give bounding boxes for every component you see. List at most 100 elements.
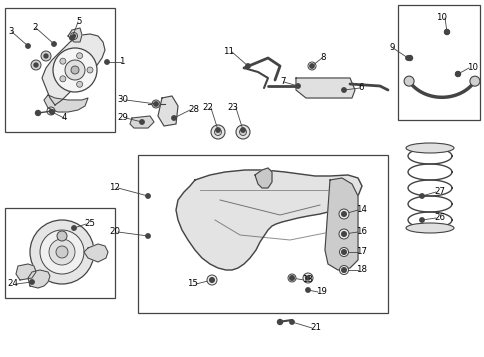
- Circle shape: [295, 84, 300, 88]
- Polygon shape: [158, 96, 178, 126]
- Circle shape: [60, 58, 66, 64]
- Circle shape: [407, 55, 412, 60]
- Text: 4: 4: [62, 114, 67, 122]
- Bar: [5, 8, 115, 132]
- Circle shape: [454, 71, 459, 76]
- Text: 10: 10: [435, 14, 446, 22]
- Text: 5: 5: [76, 17, 81, 26]
- Circle shape: [76, 53, 82, 59]
- Circle shape: [35, 111, 41, 116]
- Polygon shape: [16, 264, 36, 280]
- Circle shape: [302, 273, 312, 283]
- Text: 20: 20: [109, 227, 120, 236]
- Circle shape: [139, 120, 144, 124]
- Circle shape: [455, 72, 459, 76]
- Circle shape: [72, 226, 76, 230]
- Circle shape: [289, 320, 294, 324]
- Text: 6: 6: [357, 84, 363, 92]
- Circle shape: [211, 125, 225, 139]
- Circle shape: [287, 274, 295, 282]
- Circle shape: [53, 48, 97, 92]
- Circle shape: [49, 239, 75, 265]
- Circle shape: [338, 229, 348, 239]
- Text: 10: 10: [466, 64, 477, 72]
- Circle shape: [56, 246, 68, 258]
- Circle shape: [215, 128, 220, 132]
- Circle shape: [339, 266, 348, 275]
- Circle shape: [240, 128, 245, 132]
- Circle shape: [341, 212, 346, 216]
- Circle shape: [341, 268, 345, 272]
- Text: 7: 7: [280, 77, 286, 86]
- Ellipse shape: [405, 223, 453, 233]
- Circle shape: [341, 232, 346, 236]
- Bar: [397, 5, 479, 120]
- Circle shape: [236, 125, 249, 139]
- Text: 12: 12: [109, 183, 120, 192]
- Circle shape: [289, 276, 294, 280]
- Circle shape: [40, 230, 84, 274]
- Text: 16: 16: [355, 227, 366, 236]
- Text: 18: 18: [355, 266, 366, 275]
- Polygon shape: [255, 168, 272, 188]
- Text: 24: 24: [7, 280, 18, 288]
- Circle shape: [444, 30, 448, 34]
- Circle shape: [341, 250, 345, 254]
- Circle shape: [70, 36, 74, 40]
- Circle shape: [341, 250, 346, 254]
- Circle shape: [210, 278, 214, 282]
- Circle shape: [443, 30, 449, 35]
- Circle shape: [207, 275, 216, 285]
- Circle shape: [341, 88, 346, 92]
- Circle shape: [309, 64, 314, 68]
- Circle shape: [30, 220, 94, 284]
- Polygon shape: [176, 170, 361, 270]
- Circle shape: [44, 54, 48, 58]
- Circle shape: [341, 268, 346, 272]
- Text: 19: 19: [316, 287, 326, 297]
- Circle shape: [65, 60, 85, 80]
- Circle shape: [210, 278, 213, 282]
- Ellipse shape: [405, 143, 453, 153]
- Circle shape: [403, 76, 413, 86]
- Circle shape: [338, 209, 348, 219]
- Circle shape: [277, 320, 282, 325]
- Circle shape: [52, 42, 56, 46]
- Text: 25: 25: [84, 220, 95, 228]
- Circle shape: [50, 110, 54, 114]
- Bar: [5, 208, 115, 298]
- Polygon shape: [28, 270, 50, 288]
- Polygon shape: [295, 78, 354, 98]
- Polygon shape: [324, 178, 357, 270]
- Text: 11: 11: [223, 47, 233, 56]
- Circle shape: [34, 63, 38, 67]
- Circle shape: [214, 129, 221, 136]
- Circle shape: [30, 280, 34, 284]
- Polygon shape: [84, 244, 108, 262]
- Circle shape: [245, 64, 250, 68]
- Circle shape: [153, 102, 158, 106]
- Circle shape: [31, 60, 41, 70]
- Circle shape: [239, 129, 246, 136]
- Circle shape: [146, 234, 150, 238]
- Text: 21: 21: [309, 323, 320, 332]
- Circle shape: [419, 194, 424, 198]
- Circle shape: [171, 116, 176, 120]
- Text: 8: 8: [319, 54, 325, 62]
- Circle shape: [72, 35, 76, 37]
- Circle shape: [76, 81, 82, 87]
- Text: 13: 13: [302, 276, 312, 285]
- Text: 26: 26: [433, 213, 444, 222]
- Circle shape: [469, 76, 479, 86]
- Polygon shape: [42, 34, 105, 105]
- Circle shape: [105, 60, 109, 64]
- Text: 23: 23: [227, 104, 238, 112]
- Circle shape: [289, 276, 293, 280]
- Circle shape: [339, 247, 348, 256]
- Circle shape: [310, 65, 313, 67]
- Text: 29: 29: [117, 114, 128, 122]
- Circle shape: [57, 231, 67, 241]
- Polygon shape: [44, 95, 88, 112]
- Circle shape: [151, 100, 160, 108]
- Circle shape: [49, 110, 52, 112]
